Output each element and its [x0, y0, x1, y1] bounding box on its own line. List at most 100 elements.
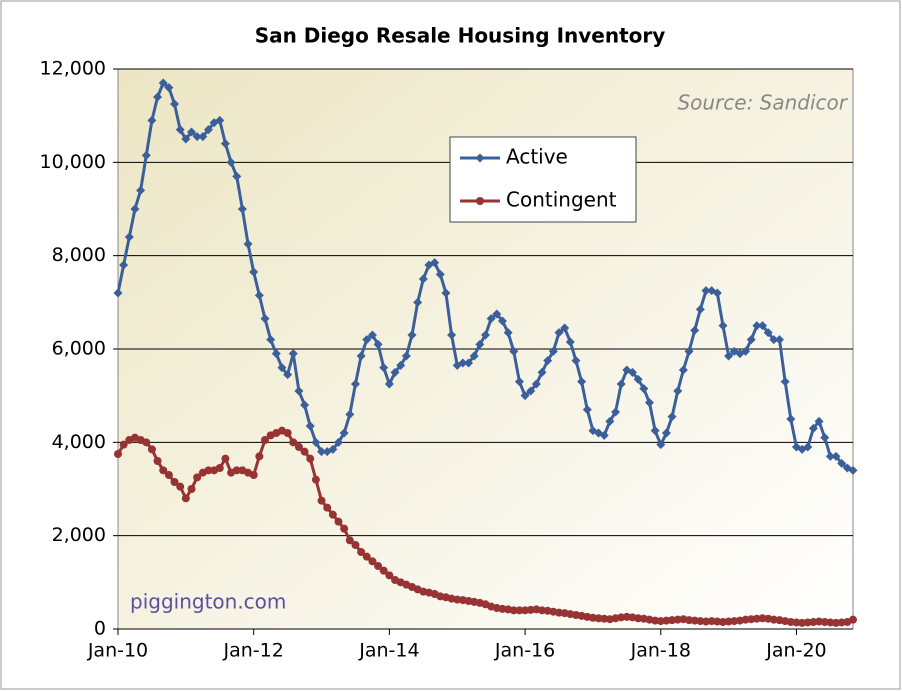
point	[203, 125, 213, 135]
point	[458, 358, 468, 368]
point	[119, 440, 128, 449]
point	[283, 370, 293, 380]
point	[633, 374, 643, 384]
point	[695, 304, 705, 314]
point	[289, 438, 298, 447]
point	[334, 437, 343, 447]
point	[164, 83, 174, 93]
point	[317, 447, 327, 457]
point	[611, 407, 621, 417]
point	[379, 363, 389, 373]
x-tick-label: Jan-10	[87, 640, 148, 662]
point	[639, 384, 649, 394]
point	[441, 288, 451, 298]
point	[362, 335, 372, 345]
point	[351, 541, 360, 549]
point	[435, 269, 445, 279]
point	[752, 321, 762, 331]
point	[261, 436, 269, 444]
point	[141, 150, 151, 160]
point	[305, 421, 315, 431]
point	[390, 367, 400, 377]
point	[526, 386, 536, 396]
legend: Active Contingent	[449, 136, 637, 223]
point	[537, 367, 547, 377]
y-tick-label: 0	[94, 618, 106, 640]
point	[644, 398, 654, 408]
point	[373, 339, 383, 349]
point	[825, 451, 835, 461]
point	[469, 351, 479, 361]
x-tick-label: Jan-20	[765, 640, 826, 662]
point	[543, 356, 553, 366]
point	[136, 185, 146, 195]
point	[176, 482, 185, 491]
point	[577, 377, 587, 387]
point	[311, 475, 320, 484]
point	[786, 414, 796, 424]
point	[181, 134, 191, 144]
y-tick-label: 8,000	[52, 244, 106, 266]
point	[605, 416, 615, 426]
source-note: Source: Sandicor	[677, 91, 848, 115]
point	[334, 517, 343, 526]
point	[673, 386, 683, 396]
point	[271, 349, 281, 359]
y-tick-label: 2,000	[52, 524, 106, 546]
point	[763, 328, 773, 338]
point	[775, 335, 784, 345]
point	[260, 314, 270, 324]
point	[497, 316, 507, 326]
point	[780, 377, 790, 387]
point	[368, 557, 377, 566]
point	[328, 510, 337, 519]
point	[849, 615, 857, 624]
point	[254, 290, 264, 300]
point	[837, 458, 847, 468]
point	[340, 524, 349, 533]
point	[113, 288, 123, 298]
point	[153, 457, 162, 465]
point	[464, 358, 474, 368]
point	[503, 328, 513, 338]
point	[746, 335, 756, 345]
point	[430, 258, 440, 268]
y-tick-label: 12,000	[40, 58, 106, 80]
point	[571, 356, 581, 366]
point	[684, 346, 694, 356]
point	[520, 391, 530, 401]
point	[294, 443, 303, 451]
point	[350, 379, 360, 389]
point	[650, 426, 660, 436]
point	[288, 349, 298, 359]
point	[159, 466, 168, 475]
point	[153, 92, 163, 102]
point	[554, 328, 564, 338]
point	[192, 132, 202, 142]
point	[831, 451, 841, 461]
point	[283, 429, 292, 437]
point	[164, 471, 173, 479]
point	[531, 379, 541, 389]
point	[769, 335, 779, 345]
point	[345, 409, 355, 419]
x-tick-label: Jan-14	[358, 640, 419, 662]
point	[215, 464, 224, 472]
point	[803, 442, 813, 452]
point	[475, 153, 485, 163]
point	[724, 351, 734, 361]
point	[712, 288, 722, 298]
point	[187, 127, 196, 137]
y-tick-label: 10,000	[40, 151, 106, 173]
x-tick-label: Jan-16	[494, 640, 555, 662]
x-tick-label: Jan-18	[630, 640, 691, 662]
legend-box	[449, 136, 637, 223]
point	[848, 465, 858, 475]
point	[616, 379, 626, 389]
point	[323, 503, 332, 512]
point	[718, 321, 728, 331]
point	[181, 494, 190, 503]
point	[339, 428, 349, 438]
point	[237, 204, 247, 214]
